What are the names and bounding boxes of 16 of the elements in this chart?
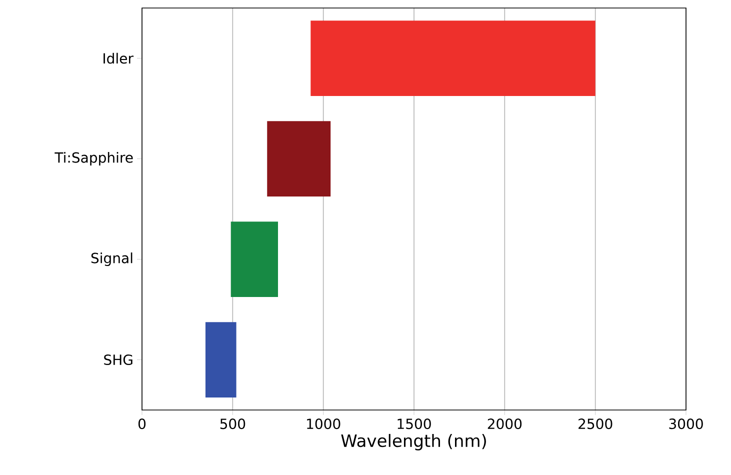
y-tick-label: SHG <box>104 354 132 366</box>
x-tick-label: 0 <box>138 418 146 430</box>
x-tick-label: 2000 <box>488 418 522 430</box>
bar <box>230 222 278 297</box>
x-tick-label: 500 <box>220 418 246 430</box>
bar <box>310 20 596 96</box>
x-tick-label: 1500 <box>398 418 431 430</box>
y-tick-label: Idler <box>104 52 134 64</box>
x-tick-label: 2500 <box>578 418 612 430</box>
x-tick-label: 1000 <box>307 418 340 430</box>
y-tick-label: Signal <box>91 252 132 266</box>
y-tick-label: Ti:Sapphire <box>54 152 133 166</box>
x-tick-label: 3000 <box>669 418 703 430</box>
x-axis-title: Wavelength (nm) <box>341 434 486 450</box>
bar <box>267 121 331 196</box>
bar <box>205 322 236 398</box>
